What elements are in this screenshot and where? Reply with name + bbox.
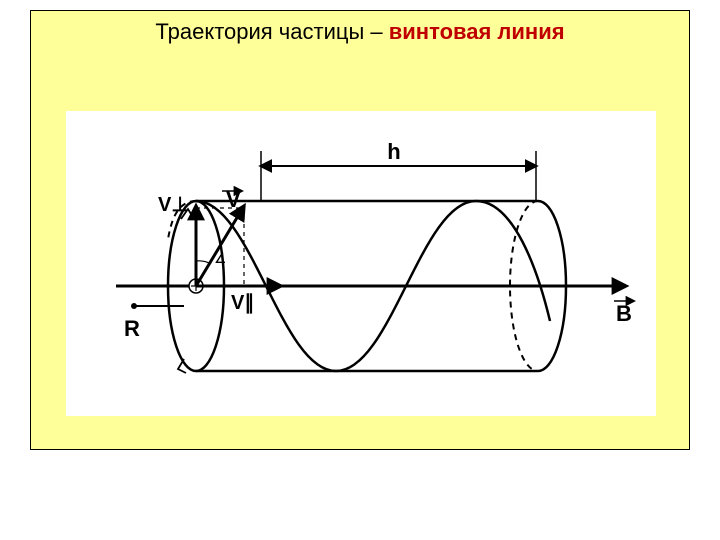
label-v-par: V∥ [231,292,254,314]
label-h: h [387,139,400,164]
label-v-perp: V⊥ [158,194,189,216]
title: Траектория частицы – винтовая линия [31,19,689,45]
label-B: B [616,301,632,326]
diagram: h V V⊥ V∥ ∠ [66,111,656,416]
label-alpha: ∠ [214,250,227,266]
panel: Траектория частицы – винтовая линия [30,10,690,450]
title-prefix: Траектория частицы – [155,19,388,44]
title-highlight: винтовая линия [389,19,565,44]
label-R: R [124,316,140,341]
helix-svg: h V V⊥ V∥ ∠ [66,111,656,416]
